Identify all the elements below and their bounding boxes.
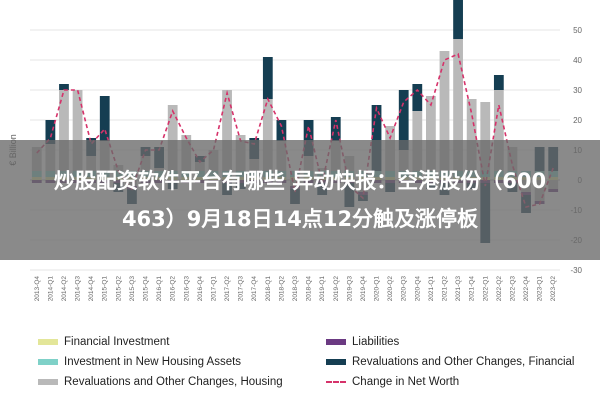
x-tick-label: 2016-Q2 bbox=[170, 276, 177, 302]
bar-segment bbox=[466, 99, 477, 171]
x-tick-label: 2023-Q2 bbox=[550, 276, 557, 302]
legend-swatch bbox=[326, 358, 346, 365]
legend-item-liabilities: Liabilities bbox=[326, 336, 399, 348]
y-tick-label: 20 bbox=[573, 116, 582, 125]
x-tick-label: 2018-Q1 bbox=[265, 276, 272, 302]
legend-item-revaluations-financial: Revaluations and Other Changes, Financia… bbox=[326, 356, 574, 368]
y-tick-label: 30 bbox=[573, 86, 582, 95]
legend-label: Revaluations and Other Changes, Financia… bbox=[352, 356, 575, 368]
x-tick-label: 2020-Q4 bbox=[414, 276, 421, 302]
bar-segment bbox=[72, 90, 83, 171]
headline-line-1: 炒股配资软件平台有哪些 异动快报：空港股份（600 bbox=[53, 169, 547, 193]
bar-segment bbox=[59, 90, 69, 171]
legend-swatch bbox=[38, 358, 58, 365]
x-tick-label: 2018-Q3 bbox=[292, 276, 299, 302]
x-tick-label: 2021-Q1 bbox=[428, 276, 435, 302]
bar-segment bbox=[276, 120, 287, 141]
bar-segment bbox=[412, 84, 423, 111]
x-tick-label: 2018-Q2 bbox=[278, 276, 285, 302]
bar-segment bbox=[493, 90, 504, 171]
x-tick-label: 2015-Q4 bbox=[143, 276, 150, 302]
x-tick-label: 2022-Q3 bbox=[509, 276, 516, 302]
x-tick-label: 2022-Q1 bbox=[482, 276, 489, 302]
bar-segment bbox=[371, 105, 382, 171]
bar-segment bbox=[426, 96, 436, 171]
x-tick-label: 2017-Q2 bbox=[224, 276, 231, 302]
x-tick-label: 2023-Q1 bbox=[537, 276, 544, 302]
legend-swatch bbox=[38, 378, 58, 385]
legend-item-net-worth: Change in Net Worth bbox=[326, 376, 459, 388]
x-tick-label: 2019-Q3 bbox=[346, 276, 353, 302]
x-tick-label: 2018-Q4 bbox=[306, 276, 313, 302]
bar-segment bbox=[493, 75, 504, 90]
x-tick-label: 2021-Q2 bbox=[441, 276, 448, 302]
bar-segment bbox=[59, 84, 69, 90]
legend-label: Revaluations and Other Changes, Housing bbox=[64, 376, 283, 388]
bar-segment bbox=[330, 117, 341, 141]
y-tick-label: 50 bbox=[573, 26, 582, 35]
chart-legend: Financial Investment Investment in New H… bbox=[38, 334, 598, 396]
legend-label: Financial Investment bbox=[64, 336, 170, 348]
x-tick-label: 2014-Q2 bbox=[61, 276, 68, 302]
x-tick-label: 2019-Q2 bbox=[333, 276, 340, 302]
legend-label: Investment in New Housing Assets bbox=[64, 356, 242, 368]
x-tick-label: 2020-Q2 bbox=[387, 276, 394, 302]
x-tick-label: 2020-Q1 bbox=[374, 276, 381, 302]
headline-line-2: 463）9月18日14点12分触及涨停板 bbox=[121, 207, 479, 231]
x-tick-label: 2015-Q3 bbox=[129, 276, 136, 302]
bar-segment bbox=[262, 99, 273, 171]
x-tick-label: 2019-Q4 bbox=[360, 276, 367, 302]
y-tick-label: -30 bbox=[570, 266, 582, 275]
x-tick-label: 2017-Q1 bbox=[210, 276, 217, 302]
x-tick-label: 2015-Q1 bbox=[102, 276, 109, 302]
headline-banner: 炒股配资软件平台有哪些 异动快报：空港股份（600 463）9月18日14点12… bbox=[0, 140, 600, 260]
x-tick-label: 2016-Q4 bbox=[197, 276, 204, 302]
x-tick-label: 2021-Q3 bbox=[455, 276, 462, 302]
x-tick-label: 2020-Q3 bbox=[401, 276, 408, 302]
x-tick-label: 2016-Q3 bbox=[183, 276, 190, 302]
y-tick-label: 40 bbox=[573, 56, 582, 65]
x-tick-label: 2017-Q3 bbox=[238, 276, 245, 302]
bar-segment bbox=[99, 96, 110, 141]
legend-item-financial-investment: Financial Investment bbox=[38, 336, 169, 348]
bar-segment bbox=[45, 120, 56, 144]
bar-segment bbox=[262, 57, 273, 99]
x-tick-label: 2019-Q1 bbox=[319, 276, 326, 302]
legend-label: Liabilities bbox=[352, 336, 400, 348]
legend-item-investment-housing: Investment in New Housing Assets bbox=[38, 356, 241, 368]
bar-segment bbox=[167, 105, 178, 171]
bar-segment bbox=[398, 90, 409, 150]
x-tick-label: 2015-Q2 bbox=[115, 276, 122, 302]
x-tick-label: 2016-Q1 bbox=[156, 276, 163, 302]
bar-segment bbox=[222, 90, 232, 171]
bar-segment bbox=[453, 0, 463, 39]
legend-swatch bbox=[326, 338, 346, 345]
x-tick-label: 2014-Q4 bbox=[88, 276, 95, 302]
x-tick-label: 2021-Q4 bbox=[469, 276, 476, 302]
bar-segment bbox=[439, 51, 450, 171]
legend-label: Change in Net Worth bbox=[352, 376, 460, 388]
x-tick-label: 2013-Q4 bbox=[34, 276, 41, 302]
bar-segment bbox=[303, 120, 314, 156]
x-tick-label: 2014-Q3 bbox=[75, 276, 82, 302]
bar-segment bbox=[480, 102, 491, 171]
x-tick-label: 2014-Q1 bbox=[47, 276, 54, 302]
legend-item-revaluations-housing: Revaluations and Other Changes, Housing bbox=[38, 376, 283, 388]
bar-segment bbox=[453, 39, 463, 171]
legend-swatch bbox=[326, 380, 346, 383]
x-tick-label: 2022-Q4 bbox=[523, 276, 530, 302]
x-tick-label: 2017-Q4 bbox=[251, 276, 258, 302]
legend-swatch bbox=[38, 338, 58, 345]
x-tick-label: 2022-Q2 bbox=[496, 276, 503, 302]
